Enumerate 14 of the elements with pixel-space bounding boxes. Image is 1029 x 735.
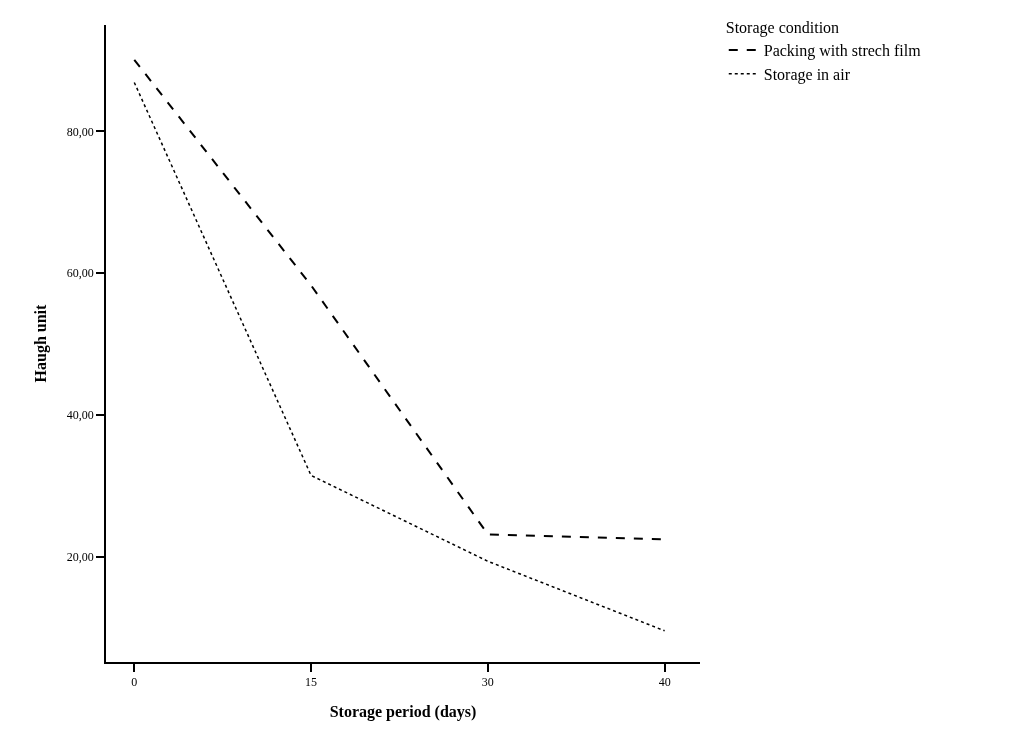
legend-label: Storage in air: [763, 66, 851, 84]
x-tick-label: 40: [658, 675, 671, 690]
x-tick-label: 15: [305, 675, 318, 690]
y-tick-label: 60,00: [66, 266, 94, 281]
x-tick-label: 0: [131, 675, 138, 690]
y-tick-label: 40,00: [66, 408, 94, 423]
line-series: [133, 81, 666, 632]
x-tick-label: 30: [481, 675, 494, 690]
legend-title: Storage condition: [725, 19, 840, 38]
y-axis-title: Haugh unit: [32, 303, 51, 383]
x-axis-title: Storage period (days): [329, 703, 477, 722]
legend-label: Packing with strech film: [763, 42, 922, 61]
y-tick-label: 80,00: [66, 124, 94, 139]
y-tick-label: 20,00: [66, 550, 94, 565]
